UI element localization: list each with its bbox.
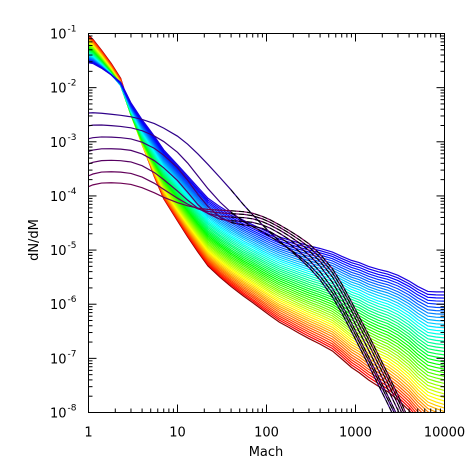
x-tick-label: 1000 (339, 426, 372, 441)
series-line-29 (88, 52, 445, 339)
y-tick-exponent: -2 (68, 79, 77, 89)
y-axis-label: dN/dM (27, 219, 42, 261)
dashed-profile-6 (231, 210, 407, 413)
dashed-profile-1 (230, 211, 395, 413)
y-tick-exponent: -4 (68, 187, 77, 197)
series-line-33 (88, 55, 445, 325)
y-tick-label: 10 (50, 244, 67, 259)
dashed-profile-4 (231, 216, 403, 413)
y-tick-label: 10 (50, 298, 67, 313)
y-tick-exponent: -6 (68, 295, 77, 305)
series-layer (88, 34, 445, 413)
y-tick-label: 10 (50, 407, 67, 422)
series-line-21 (88, 47, 445, 367)
series-line-50 (88, 182, 407, 413)
x-tick-label: 1 (84, 426, 92, 441)
axis-ticks (88, 33, 445, 413)
y-tick-exponent: -5 (68, 241, 77, 251)
x-tick-label: 10000 (424, 426, 465, 441)
series-line-15 (88, 44, 445, 388)
x-axis-label: Mach (249, 445, 284, 460)
series-line-39 (88, 59, 445, 305)
series-line-40 (88, 60, 445, 302)
y-tick-exponent: -1 (68, 25, 77, 35)
y-tick-label: 10 (50, 28, 67, 43)
y-tick-exponent: -8 (68, 404, 77, 414)
series-line-18 (88, 45, 445, 377)
series-line-8 (88, 39, 445, 413)
y-tick-label: 10 (50, 82, 67, 97)
dashed-profiles (230, 189, 407, 413)
series-line-20 (88, 47, 445, 370)
series-line-11 (88, 41, 445, 402)
series-line-31 (88, 54, 445, 332)
x-tick-label: 10 (169, 426, 186, 441)
series-line-42 (88, 61, 445, 296)
series-line-16 (88, 44, 445, 385)
y-tick-label: 10 (50, 352, 67, 367)
series-line-19 (88, 46, 445, 374)
series-line-22 (88, 48, 445, 363)
series-line-17 (88, 45, 445, 381)
dashed-profile-5 (231, 213, 405, 413)
y-tick-label: 10 (50, 136, 67, 151)
series-line-27 (88, 51, 445, 346)
series-line-25 (88, 50, 445, 353)
series-line-9 (88, 40, 445, 409)
series-line-14 (88, 43, 445, 392)
x-tick-label: 100 (254, 426, 279, 441)
series-line-37 (88, 58, 445, 312)
y-tick-exponent: -7 (68, 349, 77, 359)
y-tick-label: 10 (50, 190, 67, 205)
series-line-23 (88, 49, 445, 359)
y-tick-exponent: -3 (68, 133, 77, 143)
